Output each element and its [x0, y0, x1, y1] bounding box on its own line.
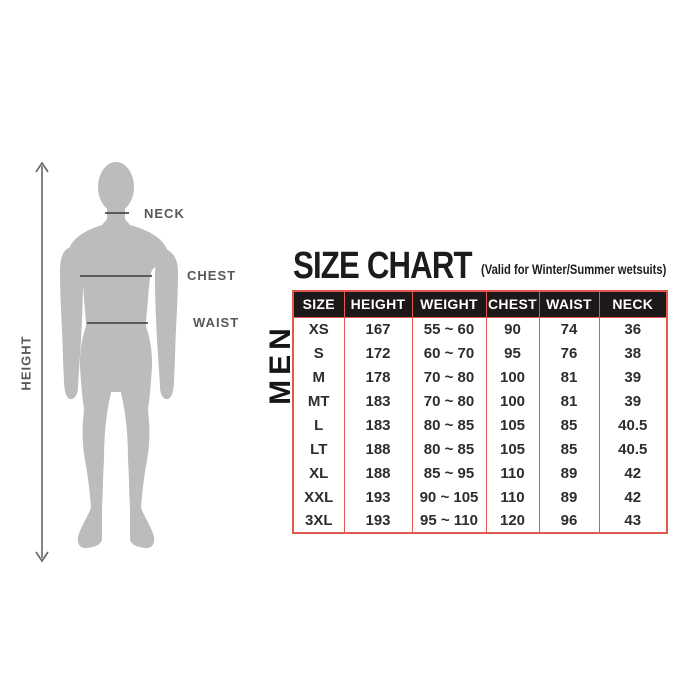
table-row: M 178 70 ~ 80 100 81 39 — [292, 365, 668, 389]
height-label: HEIGHT — [18, 335, 34, 391]
table-cell: 85 — [538, 437, 600, 461]
table-cell: 80 ~ 85 — [411, 437, 487, 461]
table-row: XS 167 55 ~ 60 90 74 36 — [292, 317, 668, 341]
table-cell: 40.5 — [598, 437, 668, 461]
table-row: MT 183 70 ~ 80 100 81 39 — [292, 389, 668, 413]
chest-label: CHEST — [187, 268, 237, 283]
silhouette-torso — [68, 219, 168, 392]
table-cell: L — [292, 413, 345, 437]
table-cell: 95 — [485, 341, 540, 365]
table-cell: 80 ~ 85 — [411, 413, 487, 437]
table-row: 3XL 193 95 ~ 110 120 96 43 — [292, 509, 668, 533]
column-header: CHEST — [485, 290, 540, 318]
table-cell: 38 — [598, 341, 668, 365]
table-cell: 100 — [485, 389, 540, 413]
column-header: WAIST — [538, 290, 600, 318]
table-cell: LT — [292, 437, 345, 461]
table-cell: XS — [292, 317, 345, 341]
table-cell: 60 ~ 70 — [411, 341, 487, 365]
table-cell: 81 — [538, 389, 600, 413]
table-row: LT 188 80 ~ 85 105 85 40.5 — [292, 437, 668, 461]
neck-label: NECK — [144, 206, 185, 221]
table-cell: 90 — [485, 317, 540, 341]
table-cell: 70 ~ 80 — [411, 365, 487, 389]
table-cell: 42 — [598, 461, 668, 485]
size-table-body: XS 167 55 ~ 60 90 74 36 S 172 60 ~ 70 95 76 38 M 178 7… — [292, 317, 668, 533]
table-cell: 70 ~ 80 — [411, 389, 487, 413]
table-cell: 39 — [598, 389, 668, 413]
table-cell: 89 — [538, 485, 600, 509]
table-cell: 3XL — [292, 509, 345, 533]
table-cell: 90 ~ 105 — [411, 485, 487, 509]
table-cell: M — [292, 365, 345, 389]
page-subtitle: (Valid for Winter/Summer wetsuits) — [481, 261, 667, 277]
table-cell: 193 — [343, 509, 413, 533]
table-cell: 85 ~ 95 — [411, 461, 487, 485]
table-cell: 95 ~ 110 — [411, 509, 487, 533]
arrow-down-icon — [35, 551, 49, 563]
table-cell: 167 — [343, 317, 413, 341]
table-cell: 183 — [343, 389, 413, 413]
table-cell: 74 — [538, 317, 600, 341]
silhouette-head — [98, 162, 134, 212]
table-row: L 183 80 ~ 85 105 85 40.5 — [292, 413, 668, 437]
table-row: XL 188 85 ~ 95 110 89 42 — [292, 461, 668, 485]
column-header: HEIGHT — [343, 290, 413, 318]
table-cell: 178 — [343, 365, 413, 389]
table-cell: XL — [292, 461, 345, 485]
table-row: S 172 60 ~ 70 95 76 38 — [292, 341, 668, 365]
table-cell: 188 — [343, 437, 413, 461]
size-table-head-row: SIZE HEIGHT WEIGHT CHEST WAIST NECK — [292, 290, 668, 318]
table-cell: 110 — [485, 485, 540, 509]
column-header: SIZE — [292, 290, 345, 318]
size-table: SIZE HEIGHT WEIGHT CHEST WAIST NECK XS 167 55 ~… — [292, 290, 668, 534]
table-cell: 172 — [343, 341, 413, 365]
table-cell: 100 — [485, 365, 540, 389]
table-cell: 85 — [538, 413, 600, 437]
table-cell: 81 — [538, 365, 600, 389]
table-cell: 105 — [485, 413, 540, 437]
silhouette-left-leg — [77, 358, 116, 549]
table-cell: S — [292, 341, 345, 365]
table-cell: 120 — [485, 509, 540, 533]
table-cell: 110 — [485, 461, 540, 485]
table-cell: XXL — [292, 485, 345, 509]
table-cell: 43 — [598, 509, 668, 533]
table-row: XXL 193 90 ~ 105 110 89 42 — [292, 485, 668, 509]
silhouette-left-arm — [60, 248, 83, 400]
arrow-up-icon — [35, 161, 49, 173]
table-cell: 39 — [598, 365, 668, 389]
silhouette-right-arm — [155, 248, 178, 400]
table-cell: 76 — [538, 341, 600, 365]
table-cell: 42 — [598, 485, 668, 509]
table-cell: 89 — [538, 461, 600, 485]
silhouette-right-leg — [116, 358, 155, 549]
waist-label: WAIST — [193, 315, 240, 330]
table-cell: 96 — [538, 509, 600, 533]
table-cell: 188 — [343, 461, 413, 485]
table-cell: 36 — [598, 317, 668, 341]
height-arrow — [35, 161, 49, 563]
table-cell: 40.5 — [598, 413, 668, 437]
column-header: WEIGHT — [411, 290, 487, 318]
table-cell: 183 — [343, 413, 413, 437]
table-cell: 193 — [343, 485, 413, 509]
table-cell: MT — [292, 389, 345, 413]
table-cell: 105 — [485, 437, 540, 461]
man-silhouette — [60, 162, 178, 549]
column-header: NECK — [598, 290, 668, 318]
page-title: SIZE CHART — [293, 245, 473, 287]
table-cell: 55 ~ 60 — [411, 317, 487, 341]
